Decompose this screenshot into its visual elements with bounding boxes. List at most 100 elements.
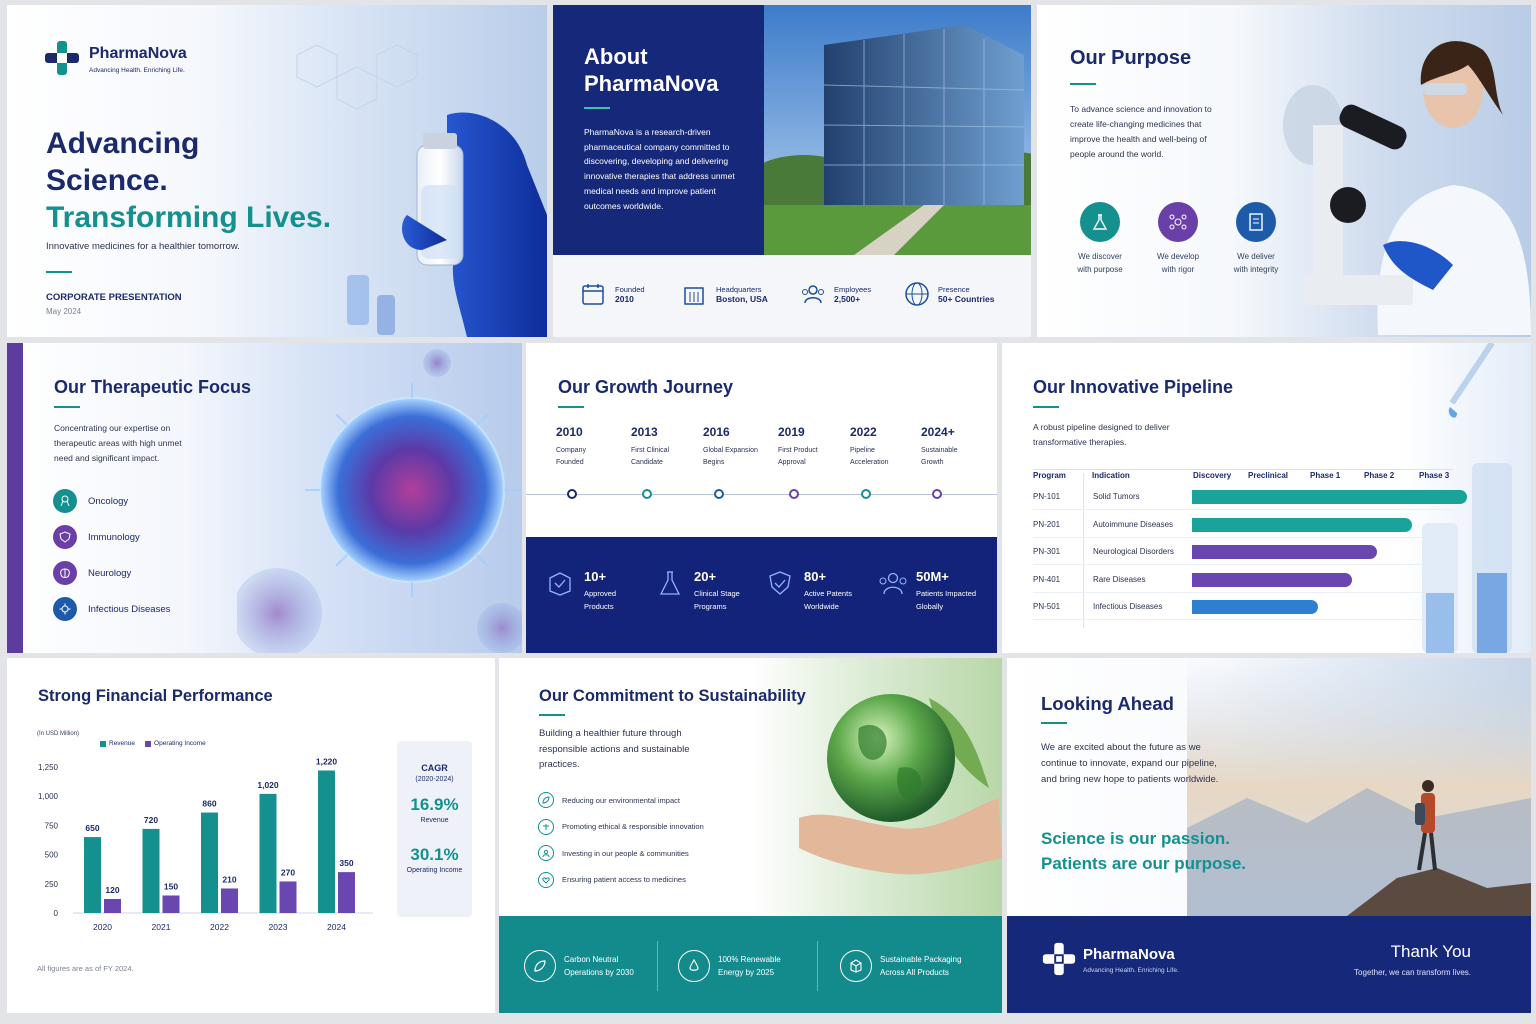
sustainability-body: Building a healthier future through resp… [539,728,690,770]
x-tick-label: 2022 [210,922,229,932]
x-tick-label: 2021 [152,922,171,932]
pipeline-indication: Autoimmune Diseases [1093,519,1174,529]
x-tick-label: 2023 [269,922,288,932]
pipeline-progress-bar [1192,572,1352,587]
milestone-dot [714,489,724,499]
kpi-programs: 20+ Clinical Stage Programs [656,569,766,613]
header-rule [1033,469,1453,470]
slide-cover: PharmaNova Advancing Health. Enriching L… [7,5,547,337]
row-divider [1033,591,1453,593]
header-preclinical: Preclinical [1248,471,1289,480]
heart-hand-icon [538,871,554,888]
area-infectious-diseases: Infectious Diseases [53,591,170,627]
globe-icon [905,282,929,306]
closing-band [1007,916,1531,1013]
vial-in-hand-image [347,112,547,337]
virus-icon [53,597,77,621]
pipeline-indication: Rare Diseases [1093,574,1146,584]
bar-label-operating-income: 210 [222,874,236,884]
kpi-products: 10+ Approved Products [546,569,656,613]
item-access: Ensuring patient access to medicines [538,867,704,894]
y-tick-label: 250 [45,880,59,889]
molecule-pattern [296,44,418,110]
legend-swatch-revenue [100,740,106,747]
goals-band [499,916,1002,1013]
document-icon [1236,202,1276,242]
bar-label-revenue: 860 [202,799,216,809]
milestone-dot [642,489,652,499]
headquarters-building-image [764,5,1031,255]
pipeline-program: PN-201 [1033,519,1061,529]
shield-check-icon [769,571,791,595]
bar-revenue [84,837,101,913]
pillar-discover: We discover with purpose [1061,202,1139,276]
bar-label-operating-income: 150 [164,881,178,891]
kpi-patents: 80+ Active Patents Worldwide [766,569,878,613]
scale-icon [538,818,554,835]
milestone-dot [789,489,799,499]
milestone-year: 2013 [631,425,658,439]
slide-looking-ahead: Looking Ahead We are excited about the f… [1007,658,1531,1013]
financial-bar-chart: 0 250 500 750 1,000 1,250 650 120 2020 720 150 2021… [38,757,373,932]
building-icon [684,287,704,305]
sustainability-items: Reducing our environmental impact Promot… [538,787,704,893]
pipeline-indication: Solid Tumors [1093,492,1140,501]
pipeline-indication: Neurological Disorders [1093,547,1174,556]
divider [46,271,72,273]
pipeline-program: PN-101 [1033,492,1061,501]
stat-employees: Employees 2,500+ [800,281,904,307]
leaf-icon [524,950,556,982]
bar-operating-income [338,872,355,913]
legend-swatch-operating-income [145,740,152,747]
water-drop-icon [678,950,710,982]
goal-carbon: Carbon Neutral Operations by 2030 [524,941,658,991]
item-environment: Reducing our environmental impact [538,787,704,814]
milestone-label: Global Expansion Begins [703,447,758,466]
bar-operating-income [279,881,297,913]
timeline-line [526,494,997,495]
pharmanova-logo-icon [1042,942,1076,976]
lab-glassware-image [1422,343,1512,653]
bar-operating-income [221,888,238,913]
y-tick-label: 750 [45,821,59,830]
bar-label-operating-income: 120 [105,885,119,895]
bar-label-revenue: 650 [85,823,99,833]
about-title: About PharmaNova [584,44,719,96]
milestone-label: Pipeline Acceleration [850,447,889,466]
pipeline-progress-bar [1192,600,1318,614]
cover-title: Advancing Science. Transforming Lives. [46,127,332,234]
flask-icon [659,571,681,595]
stat-founded: Founded 2010 [581,281,682,307]
legend-operating-income: Operating Income [154,740,206,747]
molecule-icon [1158,202,1198,242]
bar-revenue [318,770,335,913]
milestone-label: Sustainable Growth [921,447,958,466]
bar-operating-income [162,895,180,913]
mountain-hiker-image [1187,658,1531,916]
leaf-icon [538,792,554,809]
row-divider [1033,619,1453,620]
cover-subtitle: Innovative medicines for a healthier tom… [46,241,240,252]
divider [539,714,565,716]
pipeline-progress-bar [1192,517,1412,532]
focus-body: Concentrating our expertise on therapeut… [54,423,182,463]
header-phase1: Phase 1 [1310,471,1341,480]
kpi-band [526,537,997,653]
pipeline-program: PN-501 [1033,602,1061,611]
chart-legend: Revenue Operating Income [100,740,206,747]
legend-revenue: Revenue [109,740,136,747]
milestone-dot [861,489,871,499]
pipeline-indication: Infectious Diseases [1093,602,1163,611]
unit-note: (In USD Million) [37,731,80,737]
about-panel [553,5,764,255]
pipeline-body: A robust pipeline designed to deliver tr… [1033,422,1170,447]
people-icon [538,845,554,862]
y-tick-label: 1,250 [38,763,59,772]
milestone-label: First Product Approval [778,447,818,466]
area-oncology: Oncology [53,483,170,519]
area-neurology: Neurology [53,555,170,591]
y-tick-label: 500 [45,851,59,860]
sustainability-title: Our Commitment to Sustainability [539,687,806,705]
bar-label-operating-income: 350 [339,858,353,868]
slide-sustainability: Our Commitment to Sustainability Buildin… [499,658,1002,1013]
